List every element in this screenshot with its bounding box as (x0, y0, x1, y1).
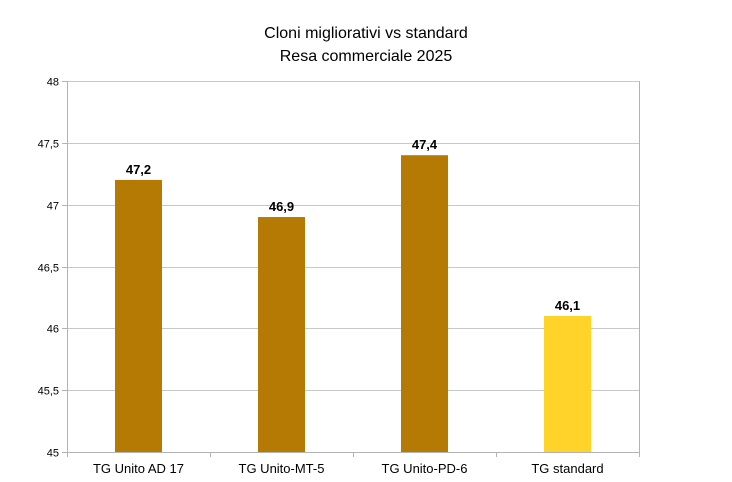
chart-subtitle: Resa commerciale 2025 (280, 48, 453, 65)
data-label: 47,4 (412, 137, 438, 152)
y-tick-label: 45,5 (38, 386, 59, 398)
y-tick-label: 48 (47, 77, 59, 89)
data-label: 47,2 (126, 162, 151, 177)
bar (258, 217, 305, 452)
labels: 45 45,5 46 46,5 47 47,5 48 47,2 TG Unito AD 17 46… (38, 77, 604, 477)
bars (115, 155, 591, 452)
y-tick-label: 47,5 (38, 139, 59, 151)
bar (115, 179, 162, 452)
bar (401, 155, 448, 452)
x-tick-label: TG standard (531, 461, 603, 476)
axes (62, 81, 640, 457)
y-tick-label: 46 (47, 324, 59, 336)
y-tick-label: 45 (47, 448, 59, 460)
bar (544, 315, 591, 452)
x-tick-label: TG Unito-PD-6 (382, 461, 468, 476)
data-label: 46,1 (555, 298, 580, 313)
chart-title: Cloni migliorativi vs standard (264, 25, 468, 42)
y-tick-label: 47 (47, 201, 59, 213)
y-tick-label: 46,5 (38, 263, 59, 275)
x-tick-label: TG Unito-MT-5 (239, 461, 325, 476)
x-tick-label: TG Unito AD 17 (93, 461, 184, 476)
gridlines (67, 81, 639, 453)
data-label: 46,9 (269, 199, 294, 214)
